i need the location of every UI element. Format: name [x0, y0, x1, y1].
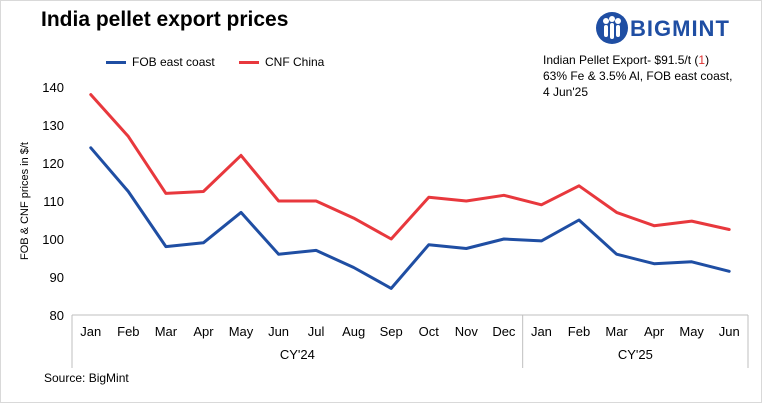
x-tick-label: Apr	[193, 324, 214, 339]
x-tick-label: Jul	[308, 324, 325, 339]
group-label: CY'24	[280, 347, 315, 362]
y-tick-label: 80	[50, 308, 64, 323]
legend-swatch-fob	[106, 61, 126, 64]
legend-label-cnf: CNF China	[265, 55, 325, 69]
x-tick-label: Feb	[117, 324, 139, 339]
y-axis-label: FOB & CNF prices in $/t	[19, 142, 31, 260]
x-tick-label: Jan	[80, 324, 101, 339]
series-line-fob-east-coast	[89, 146, 731, 290]
source-note: Source: BigMint	[44, 371, 129, 385]
note-change: 1	[698, 53, 706, 67]
y-tick-label: 110	[43, 194, 64, 209]
x-tick-label: Dec	[492, 324, 516, 339]
y-tick-label: 100	[42, 232, 64, 247]
x-tick-label: Jun	[719, 324, 740, 339]
x-tick-label: Sep	[380, 324, 403, 339]
people-icon	[596, 12, 628, 44]
price-note: Indian Pellet Export- $91.5/t (1) 63% Fe…	[543, 52, 732, 100]
x-tick-label: Apr	[644, 324, 665, 339]
x-tick-label: May	[229, 324, 254, 339]
note-line-1: Indian Pellet Export- $91.5/t (1)	[543, 53, 710, 67]
y-tick-label: 120	[42, 156, 64, 171]
group-label: CY'25	[618, 347, 653, 362]
x-tick-label: Feb	[568, 324, 590, 339]
x-tick-label: May	[679, 324, 704, 339]
legend-swatch-cnf	[239, 61, 259, 64]
note-line-3: 4 Jun'25	[543, 85, 588, 99]
note-line-2: 63% Fe & 3.5% Al, FOB east coast,	[543, 69, 733, 83]
y-tick-label: 90	[50, 270, 64, 285]
legend-label-fob: FOB east coast	[132, 55, 215, 69]
series-line-cnf-china	[89, 93, 731, 241]
y-tick-label: 130	[42, 118, 64, 133]
x-tick-label: Nov	[455, 324, 479, 339]
x-tick-label: Oct	[419, 324, 440, 339]
x-tick-label: Mar	[155, 324, 178, 339]
x-tick-label: Mar	[605, 324, 628, 339]
bigmint-logo	[596, 12, 628, 44]
x-tick-label: Aug	[342, 324, 365, 339]
x-tick-label: Jan	[531, 324, 552, 339]
y-tick-label: 140	[42, 80, 64, 95]
chart-title: India pellet export prices	[41, 8, 289, 31]
brand-name: BIGMINT	[630, 16, 730, 41]
x-tick-label: Jun	[268, 324, 289, 339]
